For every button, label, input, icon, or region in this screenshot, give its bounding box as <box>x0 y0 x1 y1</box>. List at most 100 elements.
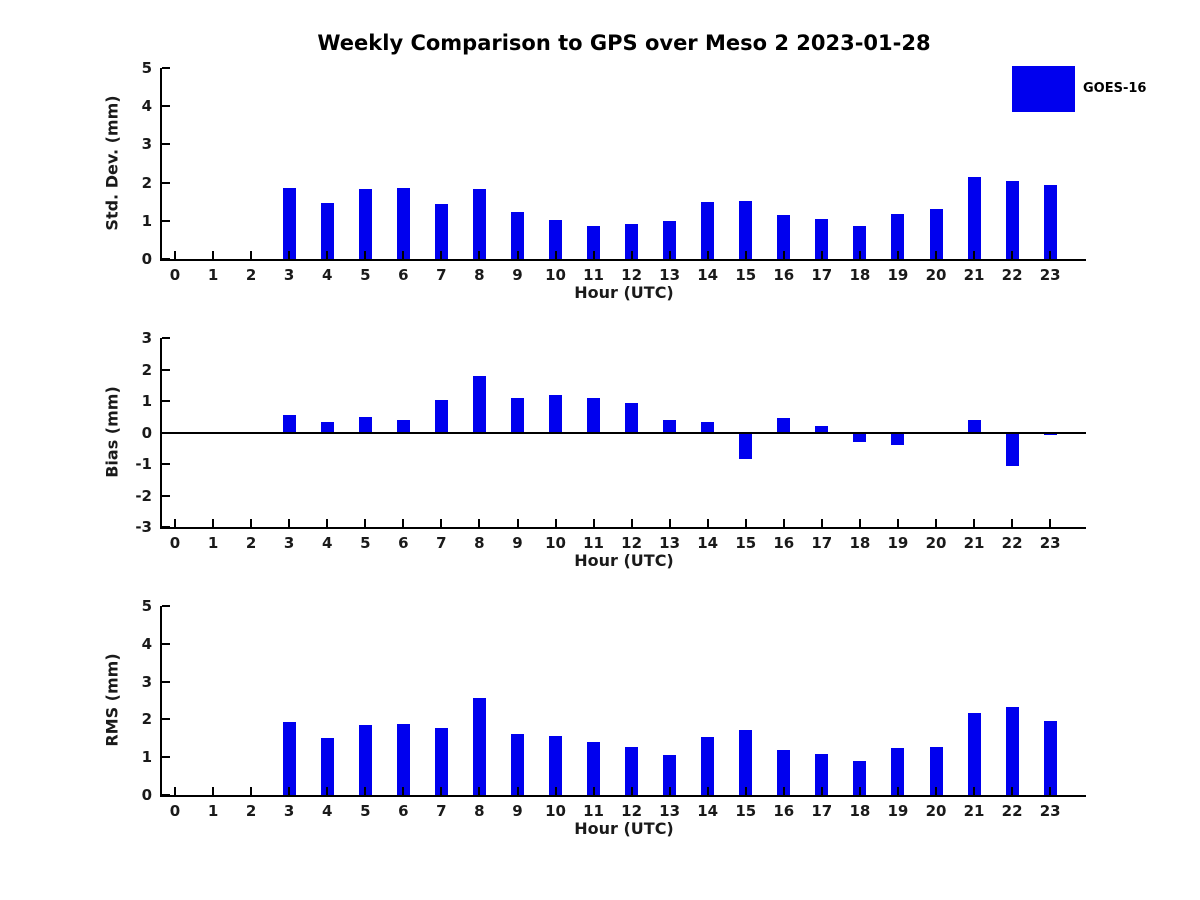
x-tick <box>1011 519 1014 527</box>
bar-hour-10 <box>549 395 562 433</box>
x-tick-label: 22 <box>1001 534 1023 552</box>
x-tick-label: 10 <box>545 266 566 284</box>
x-tick-label: 4 <box>321 802 333 820</box>
x-tick <box>212 787 215 795</box>
bar-hour-12 <box>625 747 639 795</box>
x-tick <box>516 251 519 259</box>
x-tick <box>440 519 443 527</box>
y-tick <box>162 337 170 339</box>
x-tick <box>973 519 975 527</box>
y-tick-label: 2 <box>141 360 152 379</box>
y-tick-label: 1 <box>141 211 152 230</box>
x-tick-label: 11 <box>583 534 604 552</box>
x-tick-label: 14 <box>697 534 719 552</box>
x-tick-label: 4 <box>321 266 333 284</box>
x-tick-label: 21 <box>963 802 985 820</box>
bar-hour-9 <box>511 397 524 433</box>
y-tick-label: 2 <box>141 710 152 729</box>
y-tick-label: -1 <box>135 455 152 473</box>
y-tick <box>162 794 170 796</box>
x-tick-label: 23 <box>1039 802 1061 820</box>
x-tick <box>440 251 443 259</box>
x-tick-label: 5 <box>360 266 371 284</box>
x-tick <box>896 519 899 527</box>
bar-hour-8 <box>472 189 486 259</box>
bar-hour-16 <box>777 214 791 259</box>
x-tick-label: 2 <box>245 266 257 284</box>
bar-hour-7 <box>434 727 448 795</box>
bar-hour-19 <box>891 213 905 259</box>
y-tick-label: 3 <box>141 329 152 347</box>
x-tick <box>592 251 595 259</box>
x-tick <box>174 251 176 259</box>
x-tick <box>478 519 481 527</box>
x-tick <box>364 787 367 795</box>
x-tick <box>630 787 633 795</box>
x-tick-label: 3 <box>283 534 295 552</box>
y-tick <box>162 494 170 497</box>
x-tick-label: 22 <box>1001 266 1023 284</box>
x-tick-label: 8 <box>474 534 485 552</box>
x-tick-label: 3 <box>283 266 295 284</box>
y-tick <box>162 718 170 721</box>
x-tick <box>554 519 557 527</box>
x-tick-label: 12 <box>621 802 643 820</box>
x-tick <box>364 519 367 527</box>
x-tick <box>668 519 671 527</box>
bar-hour-13 <box>663 755 677 795</box>
x-tick-label: 16 <box>773 802 795 820</box>
bar-hour-15 <box>739 432 753 459</box>
x-tick <box>250 787 253 795</box>
x-tick-label: 16 <box>773 266 795 284</box>
x-tick-label: 17 <box>811 802 833 820</box>
x-tick-label: 14 <box>697 802 719 820</box>
x-tick <box>402 519 405 527</box>
x-tick-label: 6 <box>398 802 409 820</box>
x-tick-label: 15 <box>735 534 757 552</box>
bar-hour-6 <box>396 188 410 259</box>
x-tick <box>592 787 595 795</box>
y-tick <box>162 258 170 260</box>
x-tick <box>935 251 937 259</box>
x-tick <box>478 787 481 795</box>
x-axis-line <box>160 527 1086 529</box>
x-tick-label: 12 <box>621 266 643 284</box>
x-tick-label: 12 <box>621 534 643 552</box>
bar-hour-5 <box>358 417 372 433</box>
x-tick-label: 10 <box>545 802 566 820</box>
x-tick-label: 19 <box>887 802 909 820</box>
x-tick-label: 1 <box>207 802 219 820</box>
bar-hour-20 <box>929 209 943 259</box>
bar-hour-14 <box>701 422 715 433</box>
bar-hour-19 <box>891 747 905 796</box>
legend-swatch <box>1012 66 1075 112</box>
x-tick-label: 17 <box>811 534 833 552</box>
x-tick <box>288 251 291 259</box>
bar-hour-17 <box>815 754 829 795</box>
bar-hour-10 <box>549 735 562 795</box>
bar-hour-20 <box>929 746 943 795</box>
x-tick <box>516 519 519 527</box>
y-tick <box>162 219 170 222</box>
y-tick <box>162 105 170 108</box>
y-tick-label: 5 <box>141 59 152 77</box>
x-tick <box>402 787 405 795</box>
bar-hour-10 <box>549 219 562 259</box>
bar-hour-6 <box>396 723 410 795</box>
x-tick-label: 0 <box>169 534 181 552</box>
y-tick <box>162 400 170 402</box>
x-tick-label: 14 <box>697 266 719 284</box>
y-tick <box>162 680 170 683</box>
x-tick <box>364 251 367 259</box>
y-tick <box>162 431 170 434</box>
x-tick <box>820 251 823 259</box>
bar-hour-18 <box>853 226 867 259</box>
x-tick-label: 8 <box>474 266 485 284</box>
x-tick-label: 17 <box>811 266 833 284</box>
bar-hour-5 <box>358 724 372 795</box>
bar-hour-22 <box>1005 180 1019 259</box>
x-tick-label: 23 <box>1039 534 1061 552</box>
x-tick <box>630 251 633 259</box>
x-tick-label: 10 <box>545 534 566 552</box>
x-tick-label: 13 <box>659 802 681 820</box>
